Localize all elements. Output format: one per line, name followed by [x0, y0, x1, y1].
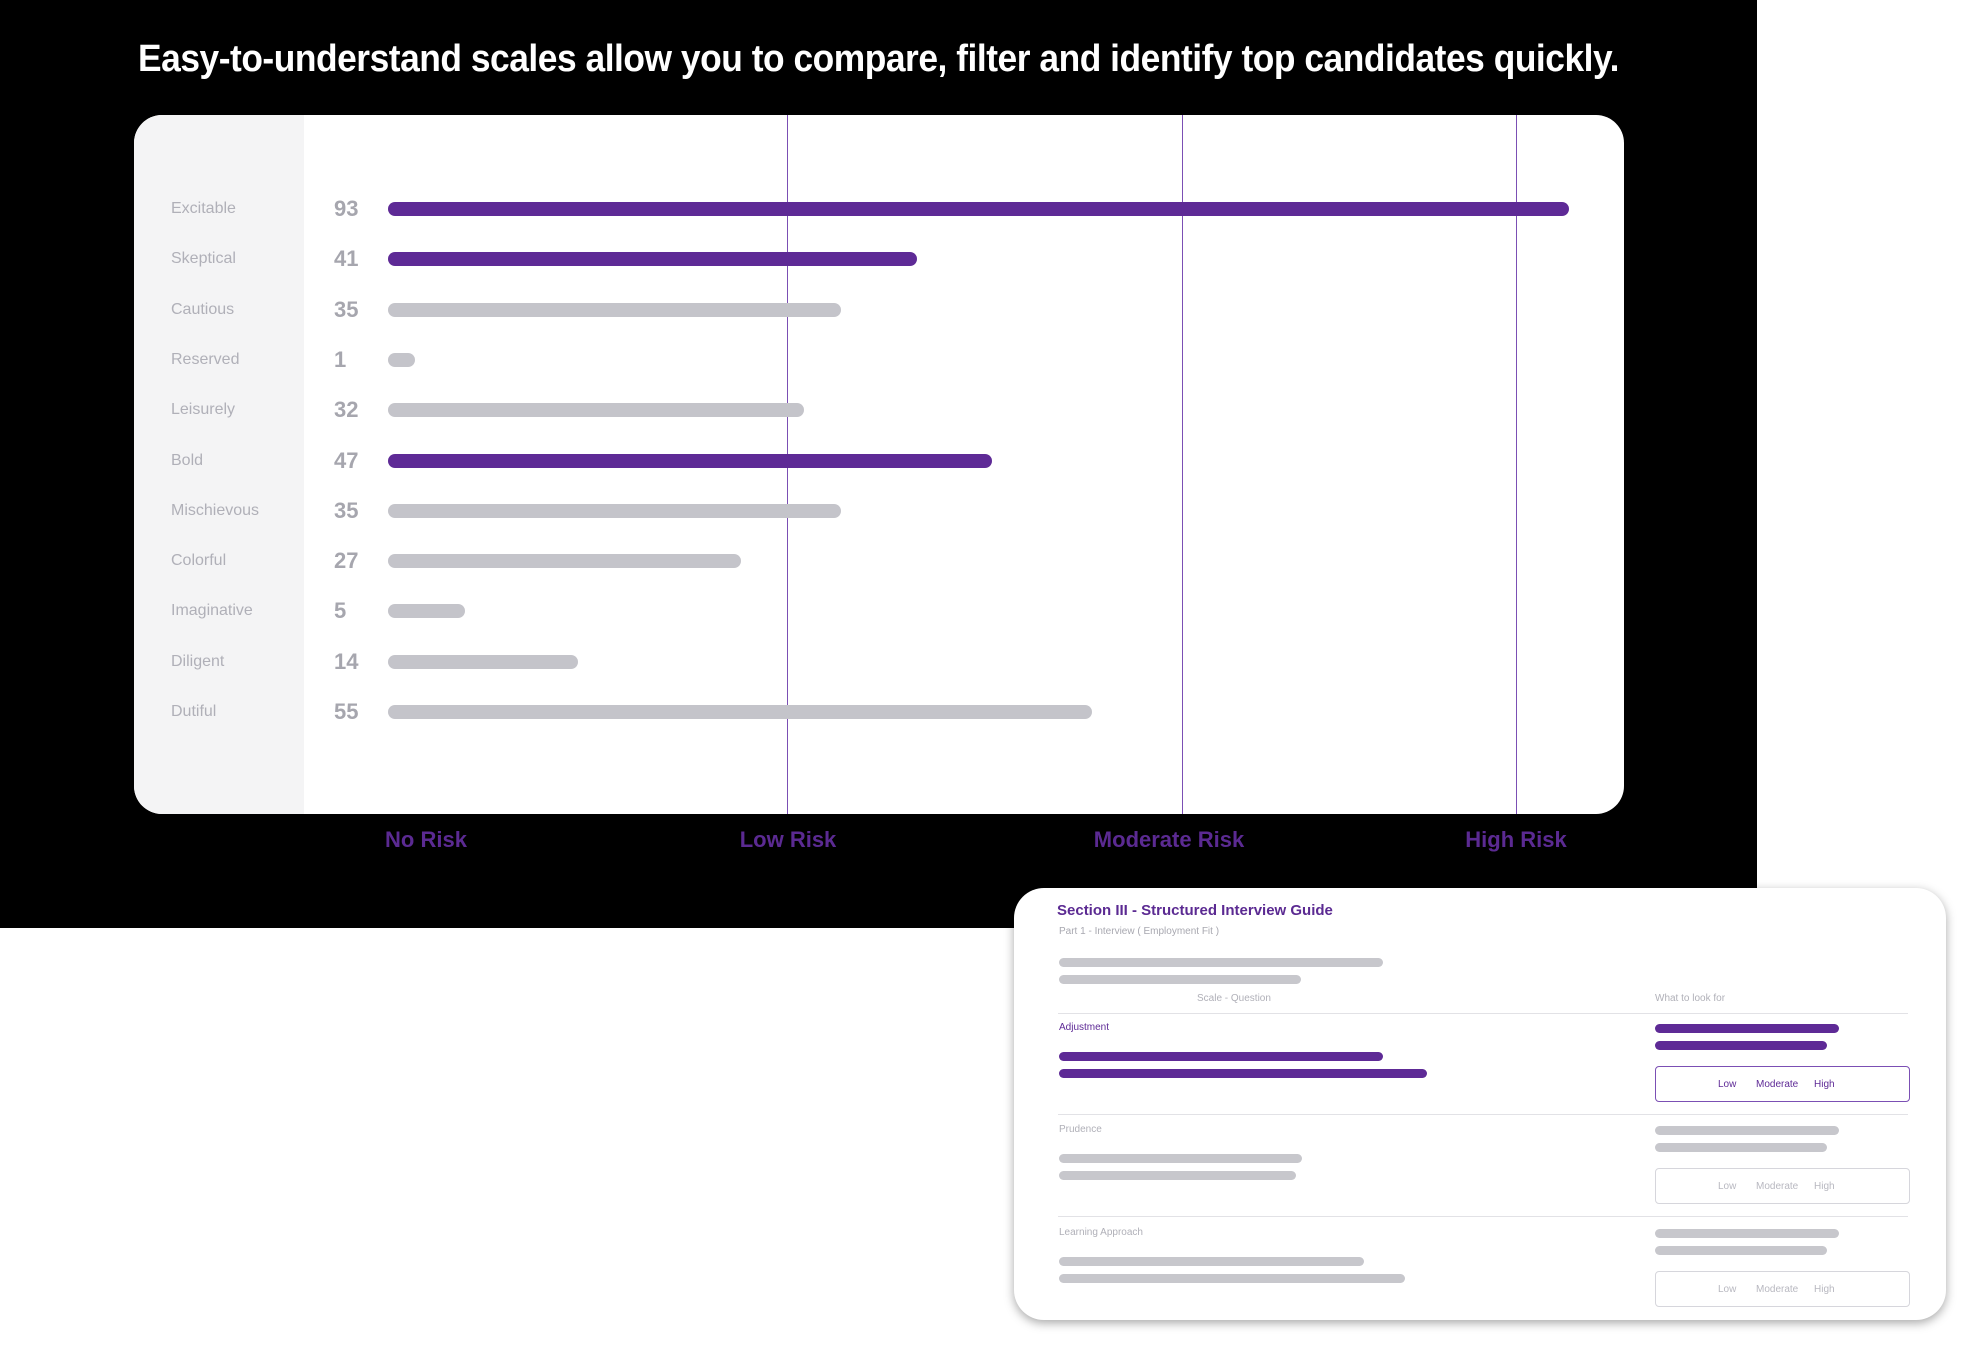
look-for-placeholder-line	[1655, 1143, 1827, 1152]
section-name: Prudence	[1059, 1124, 1102, 1135]
rating-option-low[interactable]: Low	[1718, 1181, 1737, 1192]
column-header-look-for: What to look for	[1655, 993, 1726, 1004]
category-label-column	[134, 115, 304, 814]
rating-option-moderate[interactable]: Moderate	[1756, 1181, 1799, 1192]
section-divider	[1058, 1216, 1908, 1217]
category-label: Leisurely	[171, 401, 236, 419]
interview-guide-card: Section III - Structured Interview Guide…	[1014, 888, 1946, 1320]
risk-level-label: High Risk	[1465, 827, 1567, 852]
category-label: Reserved	[171, 350, 240, 368]
category-label: Skeptical	[171, 250, 236, 268]
rating-selector[interactable]: Low Moderate High	[1655, 1066, 1910, 1102]
value-label: 27	[334, 548, 359, 574]
guide-subtitle: Part 1 - Interview ( Employment Fit )	[1059, 926, 1220, 937]
question-placeholder-line	[1059, 1257, 1364, 1266]
column-header-question: Scale - Question	[1197, 993, 1271, 1004]
risk-level-label: Moderate Risk	[1093, 827, 1245, 852]
rating-selector[interactable]: Low Moderate High	[1655, 1271, 1910, 1307]
question-placeholder-line	[1059, 1274, 1405, 1283]
look-for-placeholder-line	[1655, 1229, 1839, 1238]
category-label: Dutiful	[171, 703, 217, 720]
rating-option-low[interactable]: Low	[1718, 1284, 1737, 1295]
category-label: Excitable	[171, 200, 236, 217]
headline: Easy-to-understand scales allow you to c…	[138, 38, 1619, 80]
bar	[388, 654, 578, 669]
rating-option-moderate[interactable]: Moderate	[1756, 1079, 1799, 1090]
look-for-placeholder-line	[1655, 1041, 1827, 1050]
look-for-placeholder-line	[1655, 1246, 1827, 1255]
value-label: 47	[334, 447, 359, 473]
bar	[388, 403, 804, 418]
risk-level-label: No Risk	[385, 827, 467, 852]
category-label: Bold	[171, 451, 204, 469]
rating-option-high[interactable]: High	[1814, 1181, 1835, 1192]
risk-level-label: Low Risk	[739, 827, 837, 852]
value-label: 1	[334, 346, 347, 372]
value-label: 35	[334, 296, 359, 322]
value-label: 93	[334, 196, 359, 221]
guide-title: Section III - Structured Interview Guide	[1057, 902, 1333, 919]
value-label: 41	[334, 246, 359, 272]
question-placeholder-line	[1059, 1052, 1383, 1061]
value-label: 32	[334, 397, 359, 423]
section-name: Adjustment	[1059, 1022, 1110, 1033]
intro-placeholder-line	[1059, 975, 1301, 984]
bar	[388, 554, 741, 569]
section-divider	[1058, 1114, 1908, 1115]
intro-placeholder-line	[1059, 958, 1383, 967]
rating-selector[interactable]: Low Moderate High	[1655, 1168, 1910, 1204]
category-label: Cautious	[171, 300, 235, 318]
bar	[388, 302, 842, 317]
value-label: 55	[334, 699, 359, 724]
risk-threshold-gridline	[1182, 115, 1183, 814]
rating-option-high[interactable]: High	[1814, 1284, 1835, 1295]
bar	[388, 202, 1570, 216]
risk-chart-card: Excitable 93 Skeptical 41 Cautious 35 Reserved…	[134, 115, 1624, 814]
risk-threshold-gridline	[1516, 115, 1517, 814]
category-label: Diligent	[171, 652, 225, 670]
question-placeholder-line	[1059, 1069, 1427, 1078]
value-label: 14	[334, 648, 359, 674]
bar	[388, 604, 465, 619]
question-placeholder-line	[1059, 1154, 1302, 1163]
look-for-placeholder-line	[1655, 1126, 1839, 1135]
header-divider	[1058, 1013, 1908, 1014]
bar	[388, 352, 415, 367]
bar	[388, 453, 992, 468]
bar	[388, 705, 1093, 719]
category-label: Mischievous	[171, 501, 260, 519]
value-label: 35	[334, 497, 359, 523]
section-name: Learning Approach	[1059, 1227, 1143, 1238]
look-for-placeholder-line	[1655, 1024, 1839, 1033]
value-label: 5	[334, 598, 347, 624]
bar	[388, 252, 917, 267]
bar	[388, 503, 842, 518]
rating-option-low[interactable]: Low	[1718, 1079, 1737, 1090]
category-label: Colorful	[171, 552, 227, 570]
rating-option-moderate[interactable]: Moderate	[1756, 1284, 1799, 1295]
rating-option-high[interactable]: High	[1814, 1079, 1835, 1090]
question-placeholder-line	[1059, 1171, 1296, 1180]
category-label: Imaginative	[171, 602, 253, 620]
